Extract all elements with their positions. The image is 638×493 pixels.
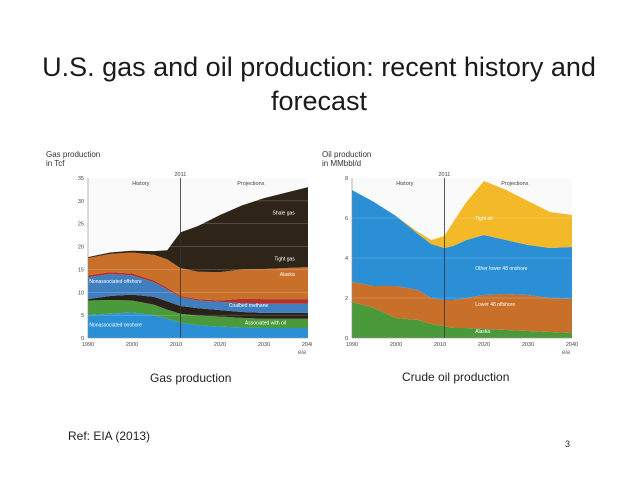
y-tick-label: 35 bbox=[78, 176, 84, 182]
series-area-nonassociated-onshore bbox=[88, 312, 308, 338]
y-axis-label: Oil production in MMbbl/d bbox=[322, 150, 371, 168]
series-area-tight-gas bbox=[88, 252, 308, 301]
series-label: Other lower 48 onshore bbox=[475, 266, 527, 272]
y-axis-label: Gas production in Tcf bbox=[46, 150, 100, 168]
y-tick-label: 10 bbox=[78, 290, 84, 296]
y-tick-label: 25 bbox=[78, 222, 84, 228]
series-area-coalbed-methane bbox=[88, 294, 308, 319]
series-area-nonassociated-offshore bbox=[88, 274, 308, 313]
y-tick-label: 30 bbox=[78, 199, 84, 205]
series-label: Nonassociated onshore bbox=[89, 323, 142, 329]
series-area-shale-gas bbox=[88, 187, 308, 273]
series-label: Tight gas bbox=[274, 256, 295, 262]
period-label-divider: 2011 bbox=[438, 172, 450, 178]
series-label: Nonassociated offshore bbox=[89, 279, 142, 285]
reference-note: Ref: EIA (2013) bbox=[68, 429, 151, 443]
gas-chart-svg: Gas production in Tcf History 2011 Projectio… bbox=[46, 150, 312, 356]
y-tick-label: 15 bbox=[78, 267, 84, 273]
x-tick-label: 1990 bbox=[346, 342, 358, 348]
x-tick-label: 2000 bbox=[390, 342, 402, 348]
oil-chart-svg: Oil production in MMbbl/d History 2011 Proje… bbox=[322, 150, 578, 356]
y-tick-label: 0 bbox=[345, 336, 348, 342]
y-tick-label: 4 bbox=[345, 256, 348, 262]
series-area-lower-48-offshore bbox=[352, 282, 572, 333]
x-tick-label: 2040 bbox=[566, 342, 578, 348]
x-tick-label: 2020 bbox=[214, 342, 226, 348]
period-label-history: History bbox=[132, 181, 149, 187]
series-label: Lower 48 offshore bbox=[475, 302, 515, 308]
y-tick-label: 20 bbox=[78, 245, 84, 251]
y-tick-label: 2 bbox=[345, 296, 348, 302]
x-tick-label: 2020 bbox=[478, 342, 490, 348]
x-tick-label: 2040 bbox=[302, 342, 312, 348]
period-label-history: History bbox=[396, 181, 413, 187]
x-tick-label: 1990 bbox=[82, 342, 94, 348]
oil-production-chart: Oil production in MMbbl/d History 2011 Proje… bbox=[318, 148, 580, 360]
period-label-projections: Projections bbox=[501, 181, 528, 187]
gas-production-chart: Gas production in Tcf History 2011 Projectio… bbox=[42, 148, 312, 360]
slide-title: U.S. gas and oil production: recent hist… bbox=[42, 52, 596, 116]
page-number: 3 bbox=[565, 439, 571, 449]
series-label: Alaska bbox=[475, 329, 490, 335]
series-label: Coalbed methane bbox=[229, 303, 269, 309]
series-area-alaska bbox=[88, 272, 308, 304]
y-tick-label: 8 bbox=[345, 176, 348, 182]
series-area-associated-with-oil bbox=[88, 300, 308, 328]
series-area-alaska bbox=[352, 302, 572, 338]
x-tick-label: 2030 bbox=[258, 342, 270, 348]
series-label: Associated with oil bbox=[245, 321, 286, 327]
y-tick-label: 0 bbox=[81, 336, 84, 342]
eia-logo: eia bbox=[562, 350, 571, 356]
x-tick-label: 2010 bbox=[434, 342, 446, 348]
series-label: Alaska bbox=[280, 272, 295, 278]
series-label: Shale gas bbox=[273, 211, 296, 217]
x-tick-label: 2030 bbox=[522, 342, 534, 348]
oil-chart-caption: Crude oil production bbox=[402, 370, 510, 384]
x-tick-label: 2000 bbox=[126, 342, 138, 348]
series-label: Tight oil bbox=[475, 216, 492, 222]
gas-chart-caption: Gas production bbox=[150, 371, 232, 385]
period-label-projections: Projections bbox=[237, 181, 264, 187]
period-label-divider: 2011 bbox=[174, 172, 186, 178]
series-area-other-lower-48-onshore bbox=[352, 190, 572, 300]
eia-logo: eia bbox=[298, 350, 307, 356]
x-tick-label: 2010 bbox=[170, 342, 182, 348]
series-area-tight-oil bbox=[352, 181, 572, 248]
y-tick-label: 6 bbox=[345, 216, 348, 222]
y-tick-label: 5 bbox=[81, 313, 84, 319]
